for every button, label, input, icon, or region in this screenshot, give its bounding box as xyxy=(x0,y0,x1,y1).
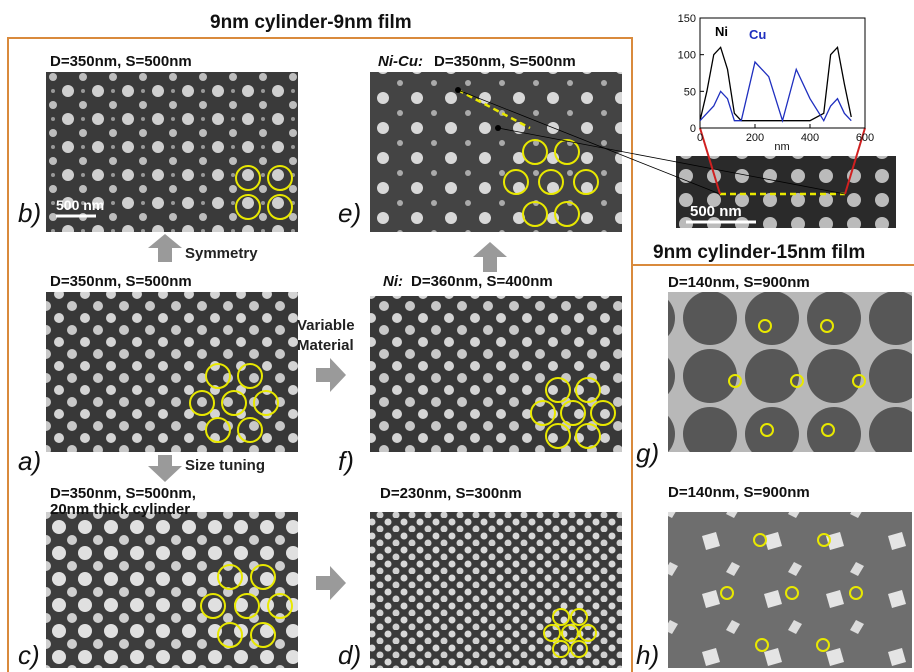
annotation: Symmetry xyxy=(185,245,258,262)
caption-prefix: Ni: xyxy=(383,273,403,290)
sem-image xyxy=(370,296,622,452)
caption: D=350nm, S=500nm xyxy=(434,53,576,70)
sem-image xyxy=(370,512,622,668)
x-tick-label: 600 xyxy=(856,132,874,144)
legend-label: Cu xyxy=(749,27,766,42)
y-tick-label: 100 xyxy=(678,50,696,62)
caption-prefix: Ni-Cu: xyxy=(378,53,423,70)
scale-bar-label: 500 nm xyxy=(56,197,104,213)
y-tick-label: 150 xyxy=(678,13,696,25)
x-tick-label: 400 xyxy=(801,132,819,144)
caption: D=350nm, S=500nm xyxy=(50,273,192,290)
caption: 20nm thick cylinder xyxy=(50,501,190,518)
annotation: Material xyxy=(297,337,354,354)
right-title: 9nm cylinder-15nm film xyxy=(653,242,865,263)
panel-label: c) xyxy=(18,640,40,670)
x-axis-label: nm xyxy=(774,141,789,153)
panel-label: a) xyxy=(18,446,41,476)
caption: D=140nm, S=900nm xyxy=(668,274,810,291)
scale-bar-label: 500 nm xyxy=(690,203,742,220)
caption: D=350nm, S=500nm, xyxy=(50,485,196,502)
figure: 9nm cylinder-9nm film 9nm cylinder-15nm … xyxy=(0,0,914,672)
sem-image xyxy=(668,292,912,452)
panel-label: g) xyxy=(636,438,659,468)
panel-label: d) xyxy=(338,640,361,670)
sem-image xyxy=(46,292,298,452)
sem-image xyxy=(370,72,622,232)
y-tick-label: 50 xyxy=(684,86,696,98)
annotation: Variable xyxy=(297,317,355,334)
y-tick-label: 0 xyxy=(690,123,696,135)
sem-image xyxy=(46,512,298,668)
panel-label: e) xyxy=(338,198,361,228)
panel-label: b) xyxy=(18,198,41,228)
annotation: Size tuning xyxy=(185,457,265,474)
figure-title: 9nm cylinder-9nm film xyxy=(210,12,412,33)
caption: D=140nm, S=900nm xyxy=(668,484,810,501)
x-tick-label: 200 xyxy=(746,132,764,144)
x-tick-label: 0 xyxy=(697,132,703,144)
caption: D=360nm, S=400nm xyxy=(411,273,553,290)
panel-label: f) xyxy=(338,446,354,476)
caption: D=350nm, S=500nm xyxy=(50,53,192,70)
sem-image xyxy=(668,512,912,668)
panel-label: h) xyxy=(636,640,659,670)
caption: D=230nm, S=300nm xyxy=(380,485,522,502)
legend-label: Ni xyxy=(715,24,728,39)
